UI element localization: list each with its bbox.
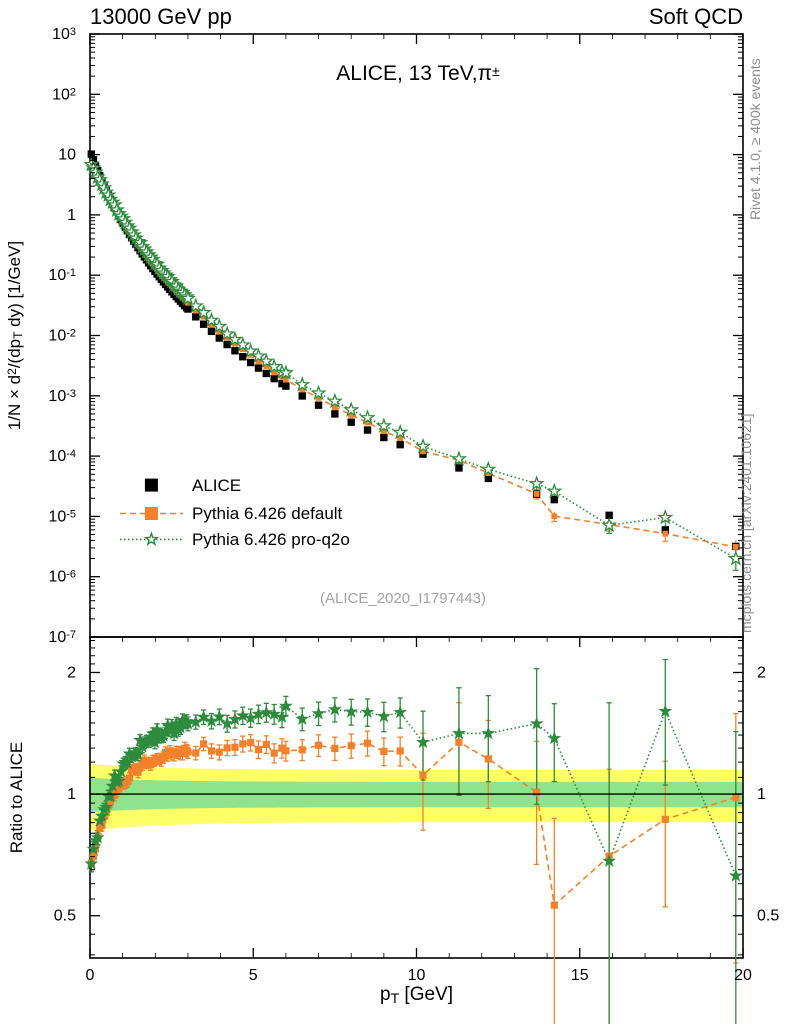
svg-text:0: 0 xyxy=(86,967,95,984)
svg-text:Pythia 6.426 pro-q2o: Pythia 6.426 pro-q2o xyxy=(192,530,350,549)
svg-text:1: 1 xyxy=(757,786,766,803)
svg-text:Soft QCD: Soft QCD xyxy=(649,4,743,29)
svg-text:1: 1 xyxy=(67,786,76,803)
svg-text:2: 2 xyxy=(67,664,76,681)
svg-text:10: 10 xyxy=(58,147,76,164)
svg-text:mcplots.cern.ch [arXiv:2401.10: mcplots.cern.ch [arXiv:2401.10621] xyxy=(738,414,754,633)
svg-text:(ALICE_2020_I1797443): (ALICE_2020_I1797443) xyxy=(320,590,486,607)
svg-text:ALICE, 13 TeV,π±: ALICE, 13 TeV,π± xyxy=(336,62,500,85)
svg-text:Rivet 4.1.0, ≥ 400k events: Rivet 4.1.0, ≥ 400k events xyxy=(747,58,763,220)
svg-text:0.5: 0.5 xyxy=(54,908,76,925)
svg-text:0.5: 0.5 xyxy=(757,908,779,925)
svg-text:15: 15 xyxy=(571,967,589,984)
svg-text:2: 2 xyxy=(757,664,766,681)
svg-text:1: 1 xyxy=(67,207,76,224)
svg-text:5: 5 xyxy=(249,967,258,984)
svg-text:10: 10 xyxy=(408,967,426,984)
svg-text:13000 GeV pp: 13000 GeV pp xyxy=(90,4,232,29)
svg-text:Ratio to ALICE: Ratio to ALICE xyxy=(7,742,26,854)
svg-text:ALICE: ALICE xyxy=(192,476,241,495)
svg-text:Pythia 6.426 default: Pythia 6.426 default xyxy=(192,504,343,523)
svg-text:20: 20 xyxy=(734,967,752,984)
